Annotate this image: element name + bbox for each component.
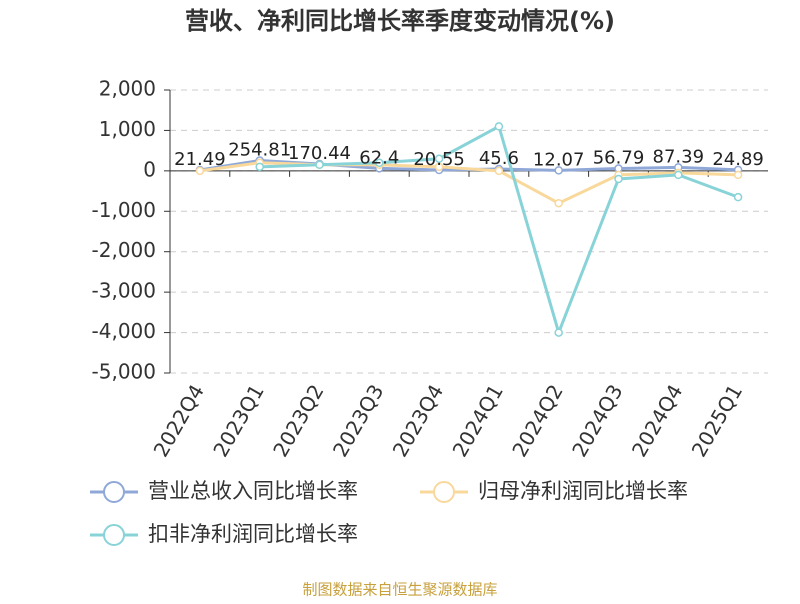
legend-marker [103, 524, 125, 546]
chart-title: 营收、净利同比增长率季度变动情况(%) [185, 7, 615, 35]
point [494, 122, 504, 131]
series-line [199, 161, 739, 205]
point [375, 158, 384, 168]
data-label: 62.4 [359, 147, 399, 168]
point [434, 154, 444, 163]
x-tick-label: 2023Q2 [268, 380, 328, 461]
y-tick-label: 0 [143, 157, 156, 181]
point [554, 166, 563, 175]
point [315, 160, 324, 170]
x-tick-label: 2024Q1 [448, 380, 508, 461]
x-tick-label: 2022Q4 [149, 380, 209, 461]
data-label: 24.89 [712, 149, 764, 170]
y-tick-label: 1,000 [99, 117, 156, 141]
data-label: 12.07 [533, 149, 585, 170]
point [494, 166, 504, 176]
x-tick-label: 2023Q1 [208, 380, 268, 461]
legend-marker [103, 481, 125, 503]
y-tick-label: -1,000 [92, 198, 156, 222]
source: 制图数据来自恒生聚源数据库 [302, 581, 497, 599]
data-label: 87.39 [653, 146, 705, 167]
y-tick-label: -5,000 [92, 360, 156, 384]
data-label: 254.81 [228, 140, 291, 161]
point [554, 328, 563, 337]
x-tick-label: 2024Q2 [507, 380, 567, 461]
point [614, 174, 623, 184]
point [733, 170, 743, 180]
point [674, 170, 683, 180]
y-tick-label: -3,000 [92, 279, 156, 303]
data-label: 21.49 [174, 149, 226, 170]
x-tick-label: 2023Q3 [328, 380, 388, 461]
x-tick-label: 2024Q3 [567, 380, 627, 461]
y-tick-label: 2,000 [99, 77, 156, 101]
legend-label: 营业总收入同比增长率 [148, 479, 358, 503]
x-tick-label: 2024Q4 [627, 380, 687, 461]
y-tick-label: -4,000 [92, 319, 156, 343]
data-label: 20.55 [413, 149, 465, 170]
point [733, 192, 743, 202]
legend-label: 归母净利润同比增长率 [478, 479, 688, 503]
x-tick-label: 2023Q4 [388, 380, 448, 461]
data-label: 170.44 [288, 143, 351, 164]
point [195, 166, 205, 176]
legend-marker [433, 481, 455, 503]
point [554, 198, 563, 208]
data-label: 45.6 [479, 148, 519, 169]
y-tick-label: -2,000 [92, 238, 156, 262]
data-label: 56.79 [593, 148, 645, 169]
x-tick-label: 2025Q1 [687, 380, 747, 461]
point [434, 162, 444, 172]
legend-label: 扣非净利润同比增长率 [148, 522, 358, 546]
point [255, 162, 264, 172]
